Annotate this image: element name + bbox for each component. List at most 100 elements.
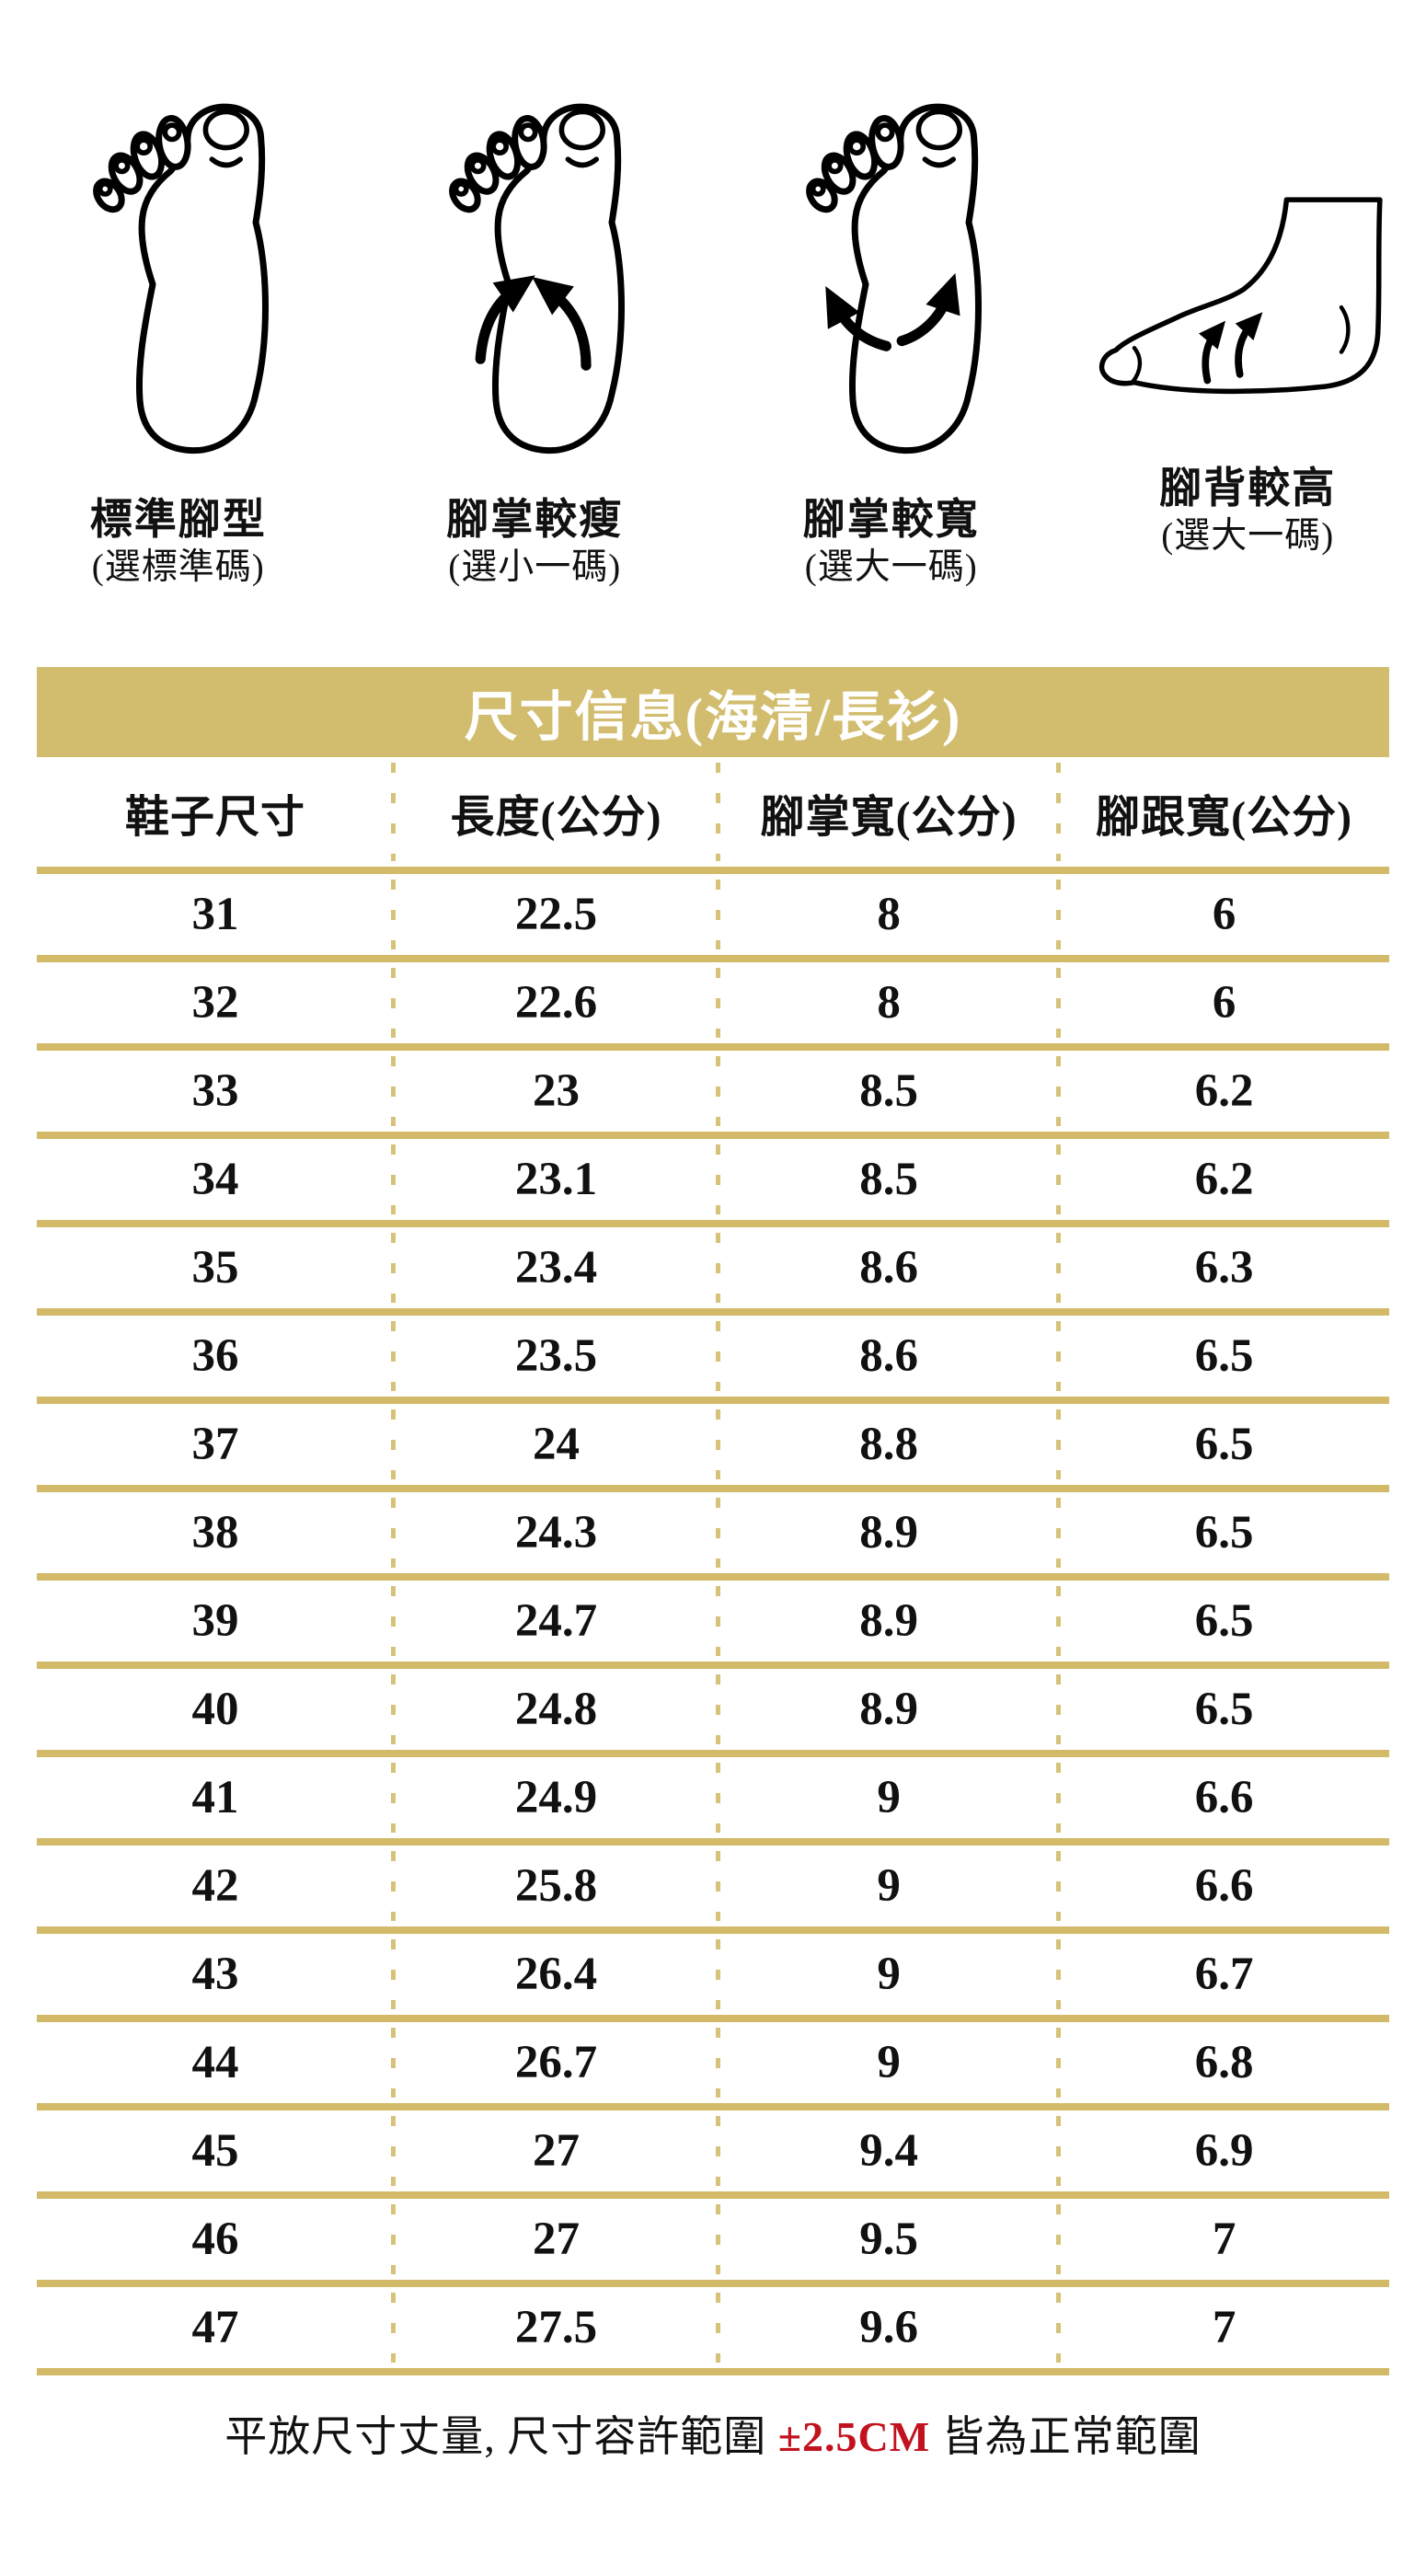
note-tolerance-value: ±2.5CM [778, 2413, 930, 2460]
table-cell: 8.9 [719, 1581, 1059, 1662]
measurement-note: 平放尺寸丈量, 尺寸容許範圍 ±2.5CM 皆為正常範圍 [0, 2403, 1426, 2464]
table-cell: 36 [37, 1316, 394, 1397]
foot-type-subtitle: (選大一碼) [805, 544, 978, 592]
table-cell: 9.6 [719, 2287, 1059, 2368]
table-cell: 6.5 [1059, 1316, 1389, 1397]
foot-wide-icon [776, 78, 1007, 465]
column-header-length: 長度(公分) [394, 757, 719, 867]
table-cell: 31 [37, 874, 394, 955]
column-header-heel-width: 腳跟寬(公分) [1059, 757, 1389, 867]
table-cell: 44 [37, 2022, 394, 2103]
table-title: 尺寸信息(海清/長衫) [465, 673, 962, 751]
table-cell: 27.5 [394, 2287, 719, 2368]
table-cell: 6 [1059, 874, 1389, 955]
table-cell: 6.3 [1059, 1227, 1389, 1308]
table-cell: 6.8 [1059, 2022, 1389, 2103]
table-cell: 6.5 [1059, 1404, 1389, 1485]
table-cell: 24.7 [394, 1581, 719, 1662]
table-cell: 33 [37, 1051, 394, 1132]
table-cell: 9 [719, 2022, 1059, 2103]
foot-type-wide: 腳掌較寬 (選大一碼) [713, 78, 1070, 560]
table-cell: 9.4 [719, 2110, 1059, 2191]
foot-type-subtitle: (選大一碼) [1161, 512, 1334, 560]
table-cell: 9 [719, 1934, 1059, 2015]
table-cell: 6.6 [1059, 1757, 1389, 1838]
table-cell: 8.9 [719, 1669, 1059, 1750]
foot-standard-figure [63, 78, 294, 465]
table-cell: 23.4 [394, 1227, 719, 1308]
table-cell: 24 [394, 1404, 719, 1485]
table-cell: 8.6 [719, 1227, 1059, 1308]
table-cell: 46 [37, 2199, 394, 2280]
table-cell: 47 [37, 2287, 394, 2368]
table-cell: 24.9 [394, 1757, 719, 1838]
table-cell: 7 [1059, 2287, 1389, 2368]
size-table-header: 鞋子尺寸 長度(公分) 腳掌寬(公分) 腳跟寬(公分) [37, 757, 1389, 874]
table-cell: 26.4 [394, 1934, 719, 2015]
table-cell: 45 [37, 2110, 394, 2191]
table-cell: 23 [394, 1051, 719, 1132]
column-header-foot-width: 腳掌寬(公分) [719, 757, 1059, 867]
foot-type-title: 腳背較高 [1159, 465, 1336, 512]
table-cell: 6.9 [1059, 2110, 1389, 2191]
table-cell: 6.6 [1059, 1846, 1389, 1926]
table-cell: 8.5 [719, 1139, 1059, 1220]
table-cell: 34 [37, 1139, 394, 1220]
table-cell: 8.9 [719, 1492, 1059, 1573]
foot-type-title: 腳掌較瘦 [446, 496, 623, 544]
table-cell: 9.5 [719, 2199, 1059, 2280]
foot-narrow-figure [419, 78, 650, 465]
table-cell: 27 [394, 2110, 719, 2191]
table-cell: 6.2 [1059, 1051, 1389, 1132]
foot-high-instep-figure [1075, 78, 1420, 433]
table-cell: 25.8 [394, 1846, 719, 1926]
table-cell: 6.5 [1059, 1492, 1389, 1573]
table-cell: 6 [1059, 962, 1389, 1043]
table-cell: 42 [37, 1846, 394, 1926]
table-cell: 8.5 [719, 1051, 1059, 1132]
table-cell: 39 [37, 1581, 394, 1662]
table-cell: 32 [37, 962, 394, 1043]
table-cell: 8.6 [719, 1316, 1059, 1397]
table-cell: 27 [394, 2199, 719, 2280]
table-cell: 22.5 [394, 874, 719, 955]
table-cell: 7 [1059, 2199, 1389, 2280]
foot-type-title: 標準腳型 [90, 496, 267, 544]
foot-type-guide: 標準腳型 (選標準碼) [0, 78, 1426, 560]
table-cell: 6.5 [1059, 1581, 1389, 1662]
foot-type-subtitle: (選小一碼) [448, 544, 621, 592]
foot-standard-icon [63, 78, 294, 465]
table-cell: 35 [37, 1227, 394, 1308]
table-cell: 8 [719, 874, 1059, 955]
table-cell: 24.3 [394, 1492, 719, 1573]
foot-type-standard: 標準腳型 (選標準碼) [0, 78, 357, 560]
table-cell: 22.6 [394, 962, 719, 1043]
table-cell: 24.8 [394, 1669, 719, 1750]
table-cell: 38 [37, 1492, 394, 1573]
foot-type-title: 腳掌較寬 [803, 496, 980, 544]
table-title-banner: 尺寸信息(海清/長衫) [37, 667, 1389, 757]
table-cell: 6.5 [1059, 1669, 1389, 1750]
table-cell: 40 [37, 1669, 394, 1750]
foot-high-instep-icon [1075, 190, 1420, 433]
foot-wide-figure [776, 78, 1007, 465]
note-suffix: 皆為正常範圍 [930, 2413, 1202, 2460]
table-cell: 37 [37, 1404, 394, 1485]
